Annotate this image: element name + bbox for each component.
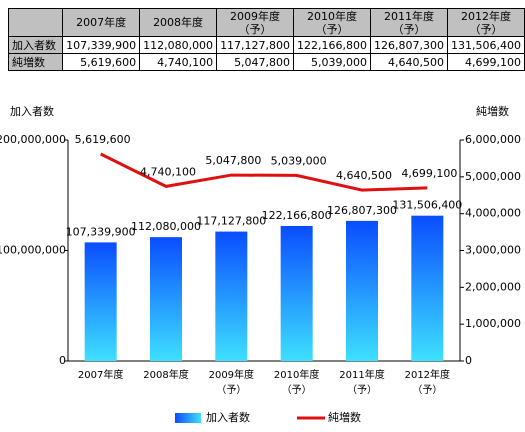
y2-tick-label: 0 (465, 354, 472, 367)
header-cell: 2012年度 （予） (447, 8, 525, 37)
header-row: 2007年度 2008年度 2009年度 （予） 2010年度 （予） 2011年度 （… (7, 8, 525, 37)
table-cell: 4,740,100 (139, 53, 218, 71)
table-cell: 122,166,800 (293, 36, 372, 54)
bar (84, 242, 117, 361)
y2-tick-label: 3,000,000 (465, 244, 521, 257)
line-value-label: 4,699,100 (401, 167, 457, 180)
table-cell: 5,619,600 (62, 53, 141, 71)
y2-tick-label: 2,000,000 (465, 280, 521, 293)
bar (150, 237, 182, 361)
bar-value-label: 122,166,800 (262, 209, 332, 222)
x-tick-label: 2008年度 (143, 370, 189, 381)
bar (346, 220, 378, 361)
y-axis-title: 加入者数 (10, 105, 54, 118)
bar-value-label: 112,080,000 (131, 220, 201, 233)
x-tick-label: 2011年度 （予） (339, 370, 385, 396)
y2-tick-label: 5,000,000 (465, 170, 521, 183)
bar-value-label: 131,506,400 (392, 199, 462, 212)
line-value-label: 5,619,600 (75, 133, 131, 146)
row-label: 加入者数 (7, 36, 64, 54)
y-tick-label: 100,000,000 (0, 244, 66, 257)
line (100, 152, 428, 192)
legend-label: 純増数 (328, 411, 361, 424)
line-value-label: 4,740,100 (140, 165, 196, 178)
y2-tick-label: 6,000,000 (465, 133, 521, 146)
data-table: 2007年度 2008年度 2009年度 （予） 2010年度 （予） 2011年度 （… (7, 8, 525, 71)
bar (280, 226, 313, 361)
x-tick-label: 2012年度 （予） (404, 370, 451, 396)
bar-value-label: 117,127,800 (196, 215, 266, 228)
y-tick-label: 0 (59, 354, 66, 367)
x-tick-label: 2009年度 （予） (208, 370, 255, 396)
header-cell: 2010年度 （予） (293, 8, 372, 37)
bar (215, 231, 248, 361)
line-value-label: 5,047,800 (205, 154, 261, 167)
y2-axis-title: 純増数 (476, 105, 509, 118)
table-row: 純増数 5,619,600 4,740,100 5,047,800 5,039,000 4… (7, 53, 525, 71)
y-tick-label: 200,000,000 (0, 133, 66, 146)
legend-swatch (175, 413, 201, 423)
table-cell: 4,699,100 (447, 53, 525, 71)
row-label: 純増数 (7, 53, 64, 71)
table-row: 加入者数 107,339,900 112,080,000 117,127,800 122… (7, 36, 525, 54)
table-cell: 131,506,400 (447, 36, 525, 54)
bar-value-label: 126,807,300 (327, 204, 397, 217)
table-cell: 112,080,000 (139, 36, 218, 54)
header-cell: 2008年度 (139, 8, 218, 37)
bar (411, 215, 444, 361)
table-cell: 4,640,500 (370, 53, 449, 71)
table-cell: 126,807,300 (370, 36, 449, 54)
bar-value-label: 107,339,900 (66, 225, 136, 238)
table-cell: 5,047,800 (216, 53, 295, 71)
x-tick-label: 2010年度 （予） (273, 370, 320, 396)
table-cell: 107,339,900 (62, 36, 141, 54)
line-value-label: 5,039,000 (271, 154, 327, 167)
x-tick-label: 2007年度 (77, 370, 124, 381)
legend-label: 加入者数 (206, 411, 250, 424)
y2-tick-label: 1,000,000 (465, 317, 521, 330)
corner-cell (7, 8, 64, 37)
line-value-label: 4,640,500 (336, 169, 392, 182)
y2-tick-label: 4,000,000 (465, 207, 521, 220)
